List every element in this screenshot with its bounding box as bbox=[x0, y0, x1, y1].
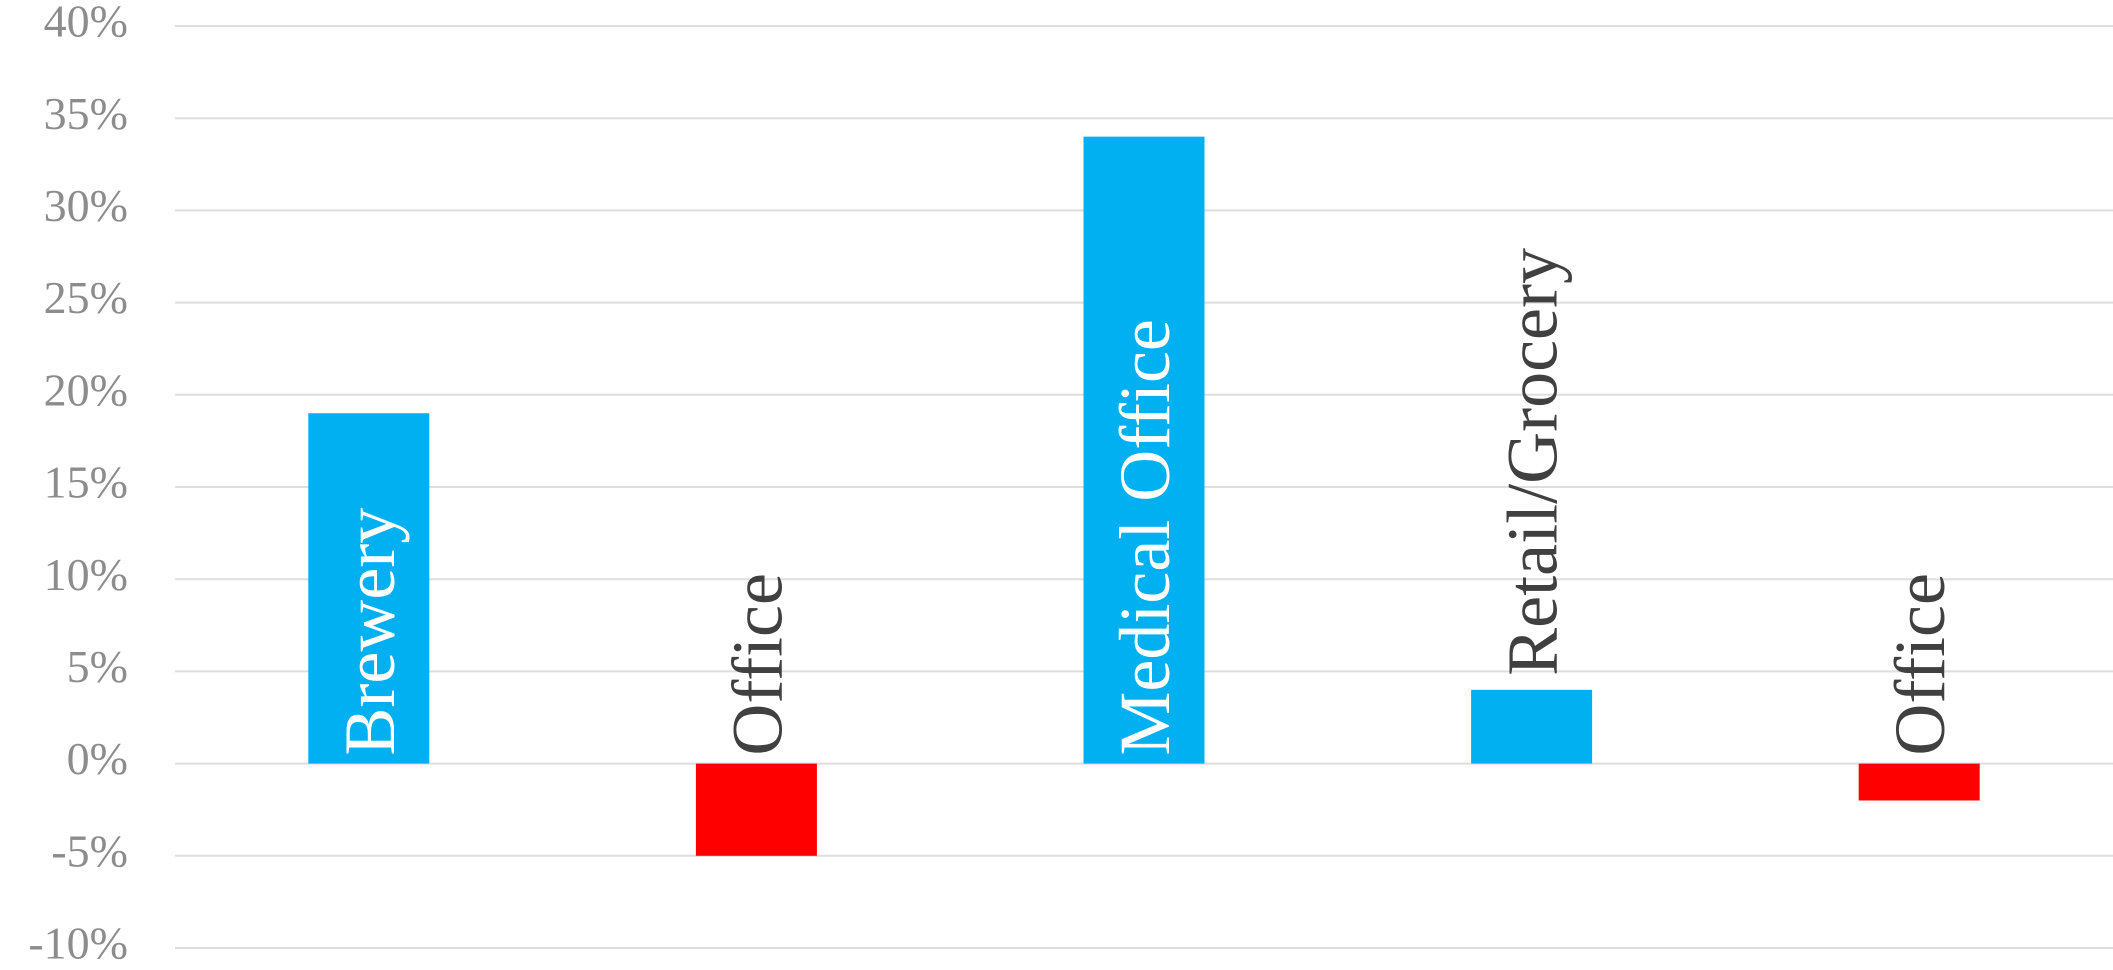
y-tick-label: 25% bbox=[44, 272, 128, 323]
bar-label: Office bbox=[1880, 573, 1960, 756]
bar bbox=[1471, 689, 1593, 764]
y-tick-label: -5% bbox=[51, 825, 128, 876]
y-tick-label: 5% bbox=[67, 641, 128, 692]
bar bbox=[308, 413, 430, 764]
y-tick-label: 20% bbox=[44, 364, 128, 415]
bar bbox=[1083, 136, 1205, 764]
bar-label: Brewery bbox=[330, 508, 410, 756]
bar-label: Medical Office bbox=[1105, 319, 1185, 755]
bar bbox=[695, 763, 817, 856]
y-tick-label: 35% bbox=[44, 88, 128, 139]
y-tick-label: 10% bbox=[44, 549, 128, 600]
y-tick-label: -10% bbox=[28, 918, 128, 969]
y-tick-label: 0% bbox=[67, 733, 128, 784]
bars bbox=[308, 136, 1980, 856]
y-tick-label: 40% bbox=[44, 0, 128, 47]
bar-category-labels: Brewery Office Medical Office Retail/Grocer… bbox=[330, 248, 1960, 756]
bar bbox=[1858, 763, 1980, 801]
y-tick-label: 30% bbox=[44, 180, 128, 231]
bar-label: Office bbox=[717, 573, 797, 756]
y-tick-label: 15% bbox=[44, 457, 128, 508]
y-axis-tick-labels: 40% 35% 30% 25% 20% 15% 10% 5% 0% -5% -10% bbox=[28, 0, 128, 969]
bar-label: Retail/Grocery bbox=[1493, 248, 1573, 676]
